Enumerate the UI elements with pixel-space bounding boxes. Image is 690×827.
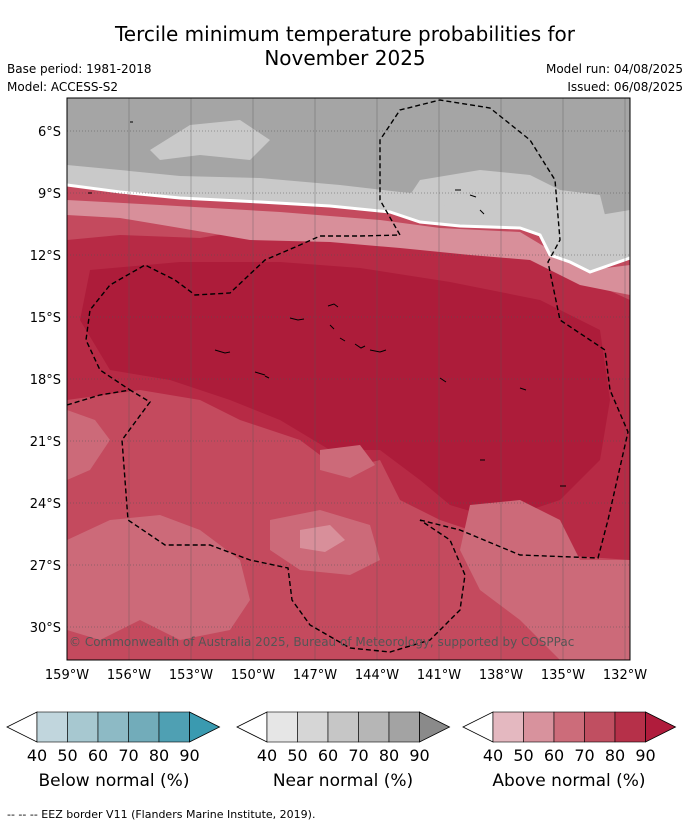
- lat-label: 30°S: [30, 621, 61, 636]
- colorbar-tick-label: 50: [57, 746, 77, 765]
- colorbar-tick-label: 70: [348, 746, 368, 765]
- lon-label: 138°W: [479, 668, 523, 683]
- near-normal-white-edge: [67, 183, 630, 274]
- colorbar-tick-label: 40: [483, 746, 503, 765]
- colorbar-extend-high: [189, 711, 221, 743]
- title-line-1: Tercile minimum temperature probabilitie…: [114, 22, 576, 46]
- colorbar-segment: [128, 711, 160, 743]
- colorbar-segment: [327, 711, 359, 743]
- above-normal-60-west: [67, 410, 110, 480]
- colorbar-segment: [67, 711, 99, 743]
- chart-title: Tercile minimum temperature probabilitie…: [0, 22, 690, 70]
- lon-label: 144°W: [355, 668, 399, 683]
- lat-label: 27°S: [30, 559, 61, 574]
- lat-label: 24°S: [30, 497, 61, 512]
- colorbar-tick-label: 50: [287, 746, 307, 765]
- colorbar-below-normal: 40 50 60 70 80 90: [6, 711, 221, 765]
- colorbar-segment: [523, 711, 555, 743]
- colorbar-segment: [553, 711, 585, 743]
- colorbar-segment: [266, 711, 298, 743]
- legend-above-title: Above normal (%): [492, 771, 646, 791]
- lon-label: 141°W: [417, 668, 461, 683]
- lon-label: 135°W: [541, 668, 585, 683]
- above-normal-60-southwest: [67, 515, 250, 640]
- colorbar-segment: [492, 711, 524, 743]
- colorbar-tick-label: 90: [409, 746, 429, 765]
- colorbar-above-normal: 40 50 60 70 80 90: [462, 711, 677, 765]
- lon-label: 153°W: [169, 668, 213, 683]
- lon-label: 132°W: [603, 668, 647, 683]
- graticule: [67, 130, 630, 628]
- colorbar-tick-label: 40: [257, 746, 277, 765]
- lat-label: 15°S: [30, 311, 61, 326]
- above-normal-50-spot: [300, 525, 345, 552]
- eez-french-polynesia: [85, 99, 629, 559]
- lat-label: 9°S: [38, 187, 61, 202]
- meta-right: Model run: 04/08/2025 Issued: 06/08/2025: [546, 60, 683, 96]
- colorbar-tick-label: 70: [574, 746, 594, 765]
- colorbar-segment: [614, 711, 646, 743]
- colorbar-segment: [36, 711, 68, 743]
- colorbar-extend-high: [645, 711, 677, 743]
- colorbar-tick-label: 70: [118, 746, 138, 765]
- base-period: Base period: 1981-2018: [7, 62, 152, 76]
- colorbar-extend-high: [419, 711, 451, 743]
- lon-label: 159°W: [45, 668, 89, 683]
- colorbar-segment: [97, 711, 129, 743]
- near-normal-light-patch: [150, 120, 270, 160]
- legend-below-title: Below normal (%): [38, 771, 190, 791]
- model-name: Model: ACCESS-S2: [7, 80, 119, 94]
- colorbar-segment: [388, 711, 420, 743]
- colorbar-tick-label: 60: [544, 746, 564, 765]
- above-normal-90-region: [80, 262, 610, 520]
- colorbar-extend-low: [462, 711, 494, 743]
- eez-footnote: -- -- -- EEZ border V11 (Flanders Marine…: [7, 808, 316, 821]
- colorbar-segment: [358, 711, 390, 743]
- map-frame: [66, 97, 631, 661]
- colorbar-extend-low: [236, 711, 268, 743]
- lat-label: 18°S: [30, 373, 61, 388]
- islands: [88, 121, 566, 487]
- colorbar-extend-low: [6, 711, 38, 743]
- longitude-labels: 159°W 156°W 153°W 150°W 147°W 144°W 141°…: [45, 668, 647, 683]
- title-line-2: November 2025: [264, 46, 426, 70]
- probability-map: © Commonwealth of Australia 2025, Bureau…: [67, 98, 630, 660]
- eez-cook-islands: [67, 389, 466, 653]
- near-normal-light-patch-east: [410, 170, 605, 220]
- issued-date: Issued: 06/08/2025: [567, 80, 683, 94]
- colorbar-tick-label: 50: [513, 746, 533, 765]
- meta-left: Base period: 1981-2018 Model: ACCESS-S2: [7, 60, 152, 96]
- lat-label: 12°S: [30, 249, 61, 264]
- colorbar-tick-label: 90: [635, 746, 655, 765]
- meridians: [67, 98, 626, 660]
- eez-borders: [67, 99, 629, 653]
- legend-near-title: Near normal (%): [272, 771, 414, 791]
- colorbar-tick-label: 60: [318, 746, 338, 765]
- colorbar-segment: [584, 711, 616, 743]
- lon-label: 156°W: [107, 668, 151, 683]
- colorbar-tick-label: 40: [27, 746, 47, 765]
- above-normal-60-southeast: [460, 500, 630, 660]
- colorbar-tick-label: 90: [179, 746, 199, 765]
- model-run: Model run: 04/08/2025: [545, 62, 683, 76]
- colorbar-tick-label: 80: [149, 746, 169, 765]
- above-normal-60-mid: [320, 445, 375, 478]
- latitude-labels: 6°S 9°S 12°S 15°S 18°S 21°S 24°S 27°S 30…: [30, 125, 61, 636]
- lat-label: 6°S: [38, 125, 61, 140]
- lon-label: 147°W: [293, 668, 337, 683]
- colorbar-tick-label: 80: [379, 746, 399, 765]
- near-normal-40-band: [67, 200, 630, 295]
- lon-label: 150°W: [231, 668, 275, 683]
- colorbar-tick-label: 80: [605, 746, 625, 765]
- copyright-text: © Commonwealth of Australia 2025, Bureau…: [69, 635, 574, 649]
- colorbar-tick-label: 60: [88, 746, 108, 765]
- colorbar-near-normal: 40 50 60 70 80 90: [236, 711, 451, 765]
- colorbar-segment: [297, 711, 329, 743]
- lat-label: 21°S: [30, 435, 61, 450]
- colorbar-segment: [158, 711, 190, 743]
